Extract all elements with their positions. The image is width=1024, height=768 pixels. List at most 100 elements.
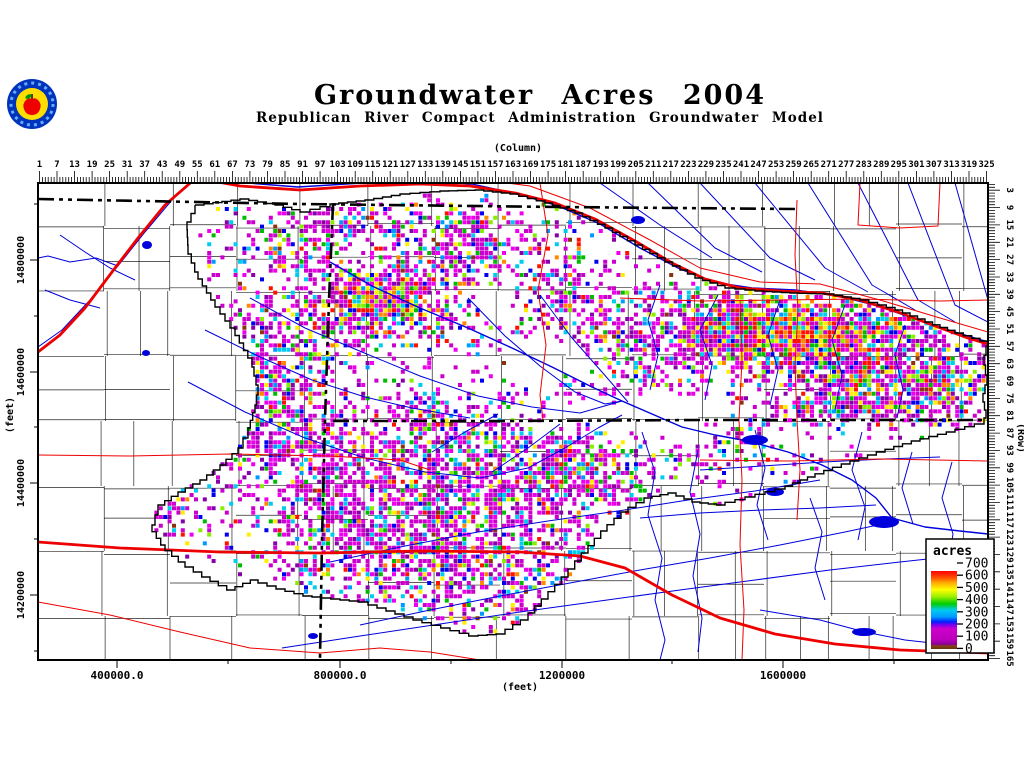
- svg-text:211: 211: [645, 160, 661, 170]
- svg-text:115: 115: [365, 160, 381, 170]
- svg-text:acres: acres: [933, 544, 972, 559]
- svg-text:14400000: 14400000: [16, 459, 27, 507]
- svg-text:14600000: 14600000: [16, 348, 27, 396]
- svg-text:25: 25: [104, 160, 115, 170]
- svg-text:165: 165: [1004, 650, 1014, 666]
- svg-text:127: 127: [400, 160, 416, 170]
- svg-text:181: 181: [557, 160, 573, 170]
- state-borders: [38, 197, 988, 659]
- page-subtitle: Republican River Compact Administration …: [256, 110, 824, 126]
- svg-text:7: 7: [54, 160, 59, 170]
- svg-text:265: 265: [803, 160, 819, 170]
- svg-text:193: 193: [593, 160, 609, 170]
- svg-text:313: 313: [943, 160, 959, 170]
- svg-text:(Row): (Row): [1015, 423, 1024, 453]
- svg-text:27: 27: [1004, 254, 1014, 265]
- model-boundary: [151, 189, 988, 637]
- svg-text:13: 13: [69, 160, 80, 170]
- row-axis: 3915212733394551576369758187939910511111…: [988, 184, 1024, 667]
- svg-text:9: 9: [1004, 205, 1014, 210]
- x-axis-feet: 400000.0 800000.0 1200000 1600000 (feet): [91, 660, 895, 693]
- column-axis: 1 7 13 19 25 31 37 43 49 55 61 67 73 79 85 91 97 103 109 11…: [37, 143, 995, 183]
- svg-text:159: 159: [1004, 633, 1014, 649]
- lakes-layer: [142, 216, 899, 639]
- svg-text:57: 57: [1004, 341, 1014, 352]
- svg-text:81: 81: [1004, 410, 1014, 421]
- svg-text:1200000: 1200000: [539, 669, 585, 682]
- svg-text:67: 67: [227, 160, 238, 170]
- svg-text:103: 103: [329, 160, 345, 170]
- svg-text:79: 79: [262, 160, 273, 170]
- y-axis-feet: 14800000 14600000 14400000 14200000 (feet): [5, 203, 38, 652]
- svg-text:14800000: 14800000: [16, 236, 27, 284]
- svg-text:307: 307: [926, 160, 942, 170]
- svg-text:199: 199: [610, 160, 626, 170]
- svg-text:139: 139: [435, 160, 451, 170]
- svg-text:151: 151: [470, 160, 486, 170]
- svg-text:500: 500: [965, 581, 988, 596]
- svg-text:277: 277: [838, 160, 854, 170]
- svg-text:51: 51: [1004, 324, 1014, 335]
- svg-text:163: 163: [505, 160, 521, 170]
- svg-text:97: 97: [315, 160, 326, 170]
- svg-text:300: 300: [965, 605, 988, 620]
- svg-text:133: 133: [417, 160, 433, 170]
- svg-text:31: 31: [122, 160, 133, 170]
- svg-text:283: 283: [856, 160, 872, 170]
- svg-text:253: 253: [768, 160, 784, 170]
- svg-text:241: 241: [733, 160, 749, 170]
- svg-text:3: 3: [1004, 187, 1014, 192]
- svg-text:14200000: 14200000: [16, 571, 27, 619]
- svg-text:129: 129: [1004, 546, 1014, 562]
- svg-text:19: 19: [87, 160, 98, 170]
- svg-text:145: 145: [452, 160, 468, 170]
- svg-text:123: 123: [1004, 529, 1014, 545]
- svg-text:99: 99: [1004, 462, 1014, 473]
- svg-text:45: 45: [1004, 306, 1014, 317]
- svg-text:109: 109: [347, 160, 363, 170]
- cells-layer: [154, 193, 986, 634]
- svg-text:(Column): (Column): [494, 143, 542, 154]
- svg-text:121: 121: [382, 160, 398, 170]
- svg-text:147: 147: [1004, 598, 1014, 614]
- svg-text:325: 325: [978, 160, 994, 170]
- svg-text:295: 295: [891, 160, 907, 170]
- svg-text:117: 117: [1004, 512, 1014, 528]
- svg-text:247: 247: [750, 160, 766, 170]
- svg-text:187: 187: [575, 160, 591, 170]
- svg-text:0: 0: [965, 642, 973, 657]
- svg-text:700: 700: [965, 557, 988, 572]
- svg-text:61: 61: [209, 160, 220, 170]
- svg-text:259: 259: [785, 160, 801, 170]
- svg-text:21: 21: [1004, 237, 1014, 248]
- svg-text:223: 223: [680, 160, 696, 170]
- svg-text:63: 63: [1004, 358, 1014, 369]
- svg-text:169: 169: [522, 160, 538, 170]
- svg-text:55: 55: [192, 160, 203, 170]
- svg-text:141: 141: [1004, 581, 1014, 597]
- svg-text:175: 175: [540, 160, 556, 170]
- page-title: Groundwater Acres 2004: [314, 80, 766, 111]
- svg-text:91: 91: [297, 160, 308, 170]
- svg-text:400000.0: 400000.0: [91, 669, 144, 682]
- svg-text:301: 301: [908, 160, 924, 170]
- svg-text:217: 217: [663, 160, 679, 170]
- svg-text:37: 37: [139, 160, 150, 170]
- svg-text:93: 93: [1004, 445, 1014, 456]
- svg-text:(feet): (feet): [5, 397, 16, 433]
- svg-text:(feet): (feet): [502, 682, 538, 693]
- svg-text:289: 289: [873, 160, 889, 170]
- svg-text:271: 271: [821, 160, 837, 170]
- rrca-apple-seal-logo-icon: [7, 79, 57, 129]
- svg-text:15: 15: [1004, 219, 1014, 230]
- svg-text:1: 1: [37, 160, 42, 170]
- svg-text:205: 205: [628, 160, 644, 170]
- svg-text:229: 229: [698, 160, 714, 170]
- svg-text:100: 100: [965, 630, 988, 645]
- svg-text:49: 49: [174, 160, 185, 170]
- svg-text:39: 39: [1004, 289, 1014, 300]
- svg-text:600: 600: [965, 569, 988, 584]
- svg-text:153: 153: [1004, 616, 1014, 632]
